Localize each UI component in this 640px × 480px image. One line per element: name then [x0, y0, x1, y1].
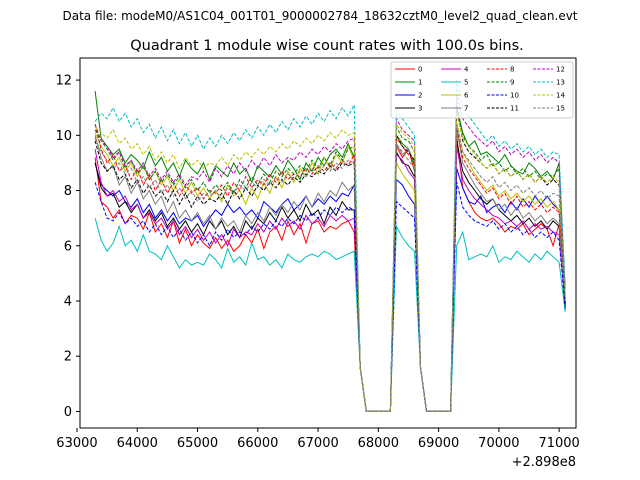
series-line-9 [94, 102, 566, 412]
legend-label-4: 4 [464, 66, 469, 74]
y-axis: 0 2 4 6 8 10 12 [55, 74, 80, 420]
series-line-11 [94, 107, 566, 412]
x-axis: 63000 64000 65000 66000 67000 68000 69000 70000… [56, 428, 580, 451]
x-tick-label: 68000 [358, 436, 399, 451]
series-line-5 [94, 217, 566, 412]
x-tick-label: 70000 [478, 436, 519, 451]
legend-label-9: 9 [510, 79, 514, 87]
series-layer [94, 79, 566, 412]
y-tick-label: 0 [64, 405, 72, 420]
x-tick-label: 71000 [538, 436, 579, 451]
series-line-1 [94, 91, 566, 412]
y-tick-label: 6 [64, 239, 72, 254]
series-line-12 [94, 93, 566, 412]
x-tick-label: 64000 [117, 436, 158, 451]
chart-title: Quadrant 1 module wise count rates with … [130, 38, 524, 54]
legend-label-5: 5 [464, 79, 468, 87]
legend-label-10: 10 [510, 92, 519, 100]
series-line-10 [94, 182, 566, 412]
legend-label-14: 14 [556, 92, 565, 100]
x-offset-label: +2.898e8 [512, 455, 576, 470]
x-tick-label: 69000 [418, 436, 459, 451]
legend-label-8: 8 [510, 66, 514, 74]
plot-frame [79, 57, 577, 429]
series-line-14 [94, 113, 566, 412]
series-line-13 [94, 79, 566, 412]
data-file-label: Data file: modeM0/AS1C04_001T01_90000027… [62, 9, 577, 23]
legend-label-12: 12 [556, 66, 565, 74]
y-tick-label: 4 [64, 294, 72, 309]
series-line-2 [94, 162, 566, 412]
series-line-3 [94, 140, 566, 412]
legend-box [390, 61, 574, 119]
legend-label-7: 7 [464, 105, 468, 113]
y-tick-label: 2 [64, 350, 72, 365]
x-tick-label: 63000 [56, 436, 97, 451]
y-tick-label: 10 [55, 129, 72, 144]
series-line-8 [94, 124, 566, 412]
y-tick-label: 8 [64, 184, 72, 199]
legend-label-2: 2 [418, 92, 422, 100]
legend-label-3: 3 [418, 105, 422, 113]
x-tick-label: 67000 [297, 436, 338, 451]
y-tick-label: 12 [55, 74, 72, 89]
series-line-4 [94, 146, 566, 412]
legend-label-15: 15 [556, 105, 565, 113]
legend-label-0: 0 [418, 66, 422, 74]
legend-label-13: 13 [556, 79, 565, 87]
series-line-15 [94, 124, 566, 412]
series-line-7 [94, 126, 566, 412]
legend-label-6: 6 [464, 92, 469, 100]
legend-label-1: 1 [418, 79, 422, 87]
plot-area: 63000 64000 65000 66000 67000 68000 69000 70000… [55, 57, 580, 470]
x-tick-label: 66000 [237, 436, 278, 451]
x-tick-label: 65000 [177, 436, 218, 451]
legend-label-11: 11 [510, 105, 519, 113]
